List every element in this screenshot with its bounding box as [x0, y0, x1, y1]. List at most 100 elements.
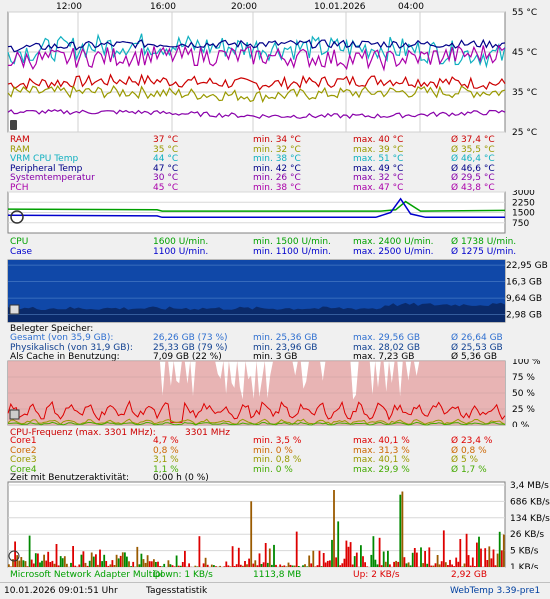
- network-traffic-bar: [252, 564, 254, 567]
- cpu-legend-name: Core2: [10, 446, 37, 456]
- statistics-mode-button[interactable]: Tagesstatistik: [146, 585, 207, 597]
- cpu-legend-avg: Ø 1,7 %: [451, 465, 487, 475]
- fan-legend-min: min. 1500 U/min.: [253, 237, 331, 247]
- version-label: WebTemp 3.39-pre1: [450, 585, 540, 597]
- cpu-legend-max: max. 29,9 %: [353, 465, 410, 475]
- network-traffic-bar: [242, 566, 244, 567]
- network-traffic-bar: [443, 530, 445, 567]
- network-traffic-bar: [151, 561, 153, 567]
- network-traffic-bar: [321, 566, 323, 567]
- network-traffic-bar: [174, 566, 176, 567]
- network-traffic-bar: [312, 551, 314, 567]
- network-traffic-bar: [95, 554, 97, 567]
- temperature-legend-cur: 30 °C: [153, 173, 178, 183]
- network-traffic-bar: [14, 542, 16, 568]
- network-traffic-bar: [178, 566, 180, 567]
- network-traffic-bar: [412, 553, 414, 567]
- network-traffic-bar: [114, 565, 116, 567]
- network-traffic-bar: [232, 546, 234, 567]
- network-traffic-bar: [323, 553, 325, 567]
- network-traffic-bar: [236, 564, 238, 567]
- cpu-y-tick: 75 %: [512, 373, 535, 383]
- cpu-legend-max: max. 40,1 %: [353, 455, 410, 465]
- time-axis-label: 12:00: [56, 2, 82, 12]
- temperature-y-tick: 55 °C: [512, 8, 537, 18]
- temperature-y-tick: 45 °C: [512, 48, 537, 58]
- network-traffic-bar: [170, 564, 172, 567]
- network-traffic-bar: [294, 566, 296, 567]
- fan-legend-name: CPU: [10, 237, 28, 247]
- network-traffic-bar: [126, 557, 128, 567]
- network-traffic-bar: [433, 566, 435, 567]
- network-traffic-bar: [375, 560, 377, 567]
- temperature-legend-cur: 44 °C: [153, 154, 178, 164]
- temperature-legend-min: min. 34 °C: [253, 135, 301, 145]
- network-traffic-bar: [207, 565, 209, 567]
- cpu-y-tick: 0 %: [512, 421, 530, 427]
- network-traffic-bar: [23, 560, 25, 567]
- fan-y-tick: 3000: [512, 190, 535, 198]
- network-traffic-bar: [143, 559, 145, 567]
- cpu-legend-min: min. 0 %: [253, 465, 293, 475]
- memory-legend-name: Physikalisch (von 31,9 GB):: [10, 343, 133, 353]
- fan-y-tick: 2250: [512, 198, 535, 208]
- network-traffic-bar: [120, 556, 122, 567]
- cpu-legend-avg: Ø 5 %: [451, 455, 478, 465]
- network-traffic-bar: [219, 566, 221, 567]
- network-traffic-bar: [315, 567, 317, 568]
- network-traffic-bar: [238, 548, 240, 567]
- network-traffic-bar: [257, 565, 259, 567]
- network-traffic-bar: [56, 544, 58, 567]
- network-traffic-bar: [364, 562, 366, 567]
- network-traffic-bar: [66, 564, 68, 567]
- network-traffic-bar: [472, 558, 474, 568]
- network-traffic-bar: [466, 534, 468, 567]
- network-traffic-bar: [10, 567, 12, 568]
- network-traffic-bar: [240, 565, 242, 567]
- memory-legend-cur: 26,26 GB (73 %): [153, 333, 228, 343]
- fan-y-tick: 750: [512, 219, 529, 229]
- network-traffic-bar: [414, 548, 416, 567]
- network-traffic-bar: [8, 564, 10, 567]
- network-traffic-bar: [205, 558, 207, 567]
- memory-legend-max: max. 29,56 GB: [353, 333, 420, 343]
- network-traffic-bar: [271, 565, 273, 567]
- network-traffic-bar: [74, 566, 76, 567]
- time-axis-label: 10.01.2026: [314, 2, 366, 12]
- network-traffic-bar: [501, 550, 503, 567]
- network-traffic-bar: [16, 555, 18, 567]
- network-traffic-bar: [246, 564, 248, 567]
- network-traffic-bar: [153, 559, 155, 567]
- network-traffic-bar: [182, 562, 184, 567]
- network-traffic-bar: [72, 546, 74, 567]
- network-traffic-bar: [105, 561, 107, 567]
- network-traffic-bar: [250, 501, 252, 567]
- cpu-legend-cur: 4,7 %: [153, 436, 179, 446]
- network-traffic-bar: [399, 495, 401, 567]
- network-traffic-bar: [387, 551, 389, 567]
- network-traffic-bar: [462, 567, 464, 568]
- fan-legend-max: max. 2500 U/min.: [353, 247, 434, 257]
- network-traffic-bar: [141, 554, 143, 567]
- network-traffic-bar: [491, 558, 493, 567]
- network-traffic-bar: [89, 561, 91, 567]
- network-traffic-bar: [281, 566, 283, 567]
- network-traffic-bar: [161, 566, 163, 567]
- network-traffic-bar: [97, 565, 99, 567]
- network-traffic-bar: [58, 565, 60, 567]
- temperature-y-tick: 25 °C: [512, 128, 537, 135]
- network-traffic-bar: [441, 561, 443, 567]
- network-traffic-bar: [149, 561, 151, 567]
- network-traffic-bar: [319, 551, 321, 567]
- network-traffic-bar: [373, 536, 375, 567]
- temperature-legend-cur: 47 °C: [153, 164, 178, 174]
- network-traffic-bar: [362, 556, 364, 567]
- network-traffic-bar: [35, 553, 37, 567]
- network-traffic-bar: [370, 555, 372, 567]
- temperature-legend-name: VRM CPU Temp: [10, 154, 78, 164]
- network-traffic-bar: [449, 560, 451, 567]
- network-traffic-bar: [410, 565, 412, 567]
- network-traffic-bar: [172, 565, 174, 567]
- status-datetime: 10.01.2026 09:01:51 Uhr: [4, 585, 118, 597]
